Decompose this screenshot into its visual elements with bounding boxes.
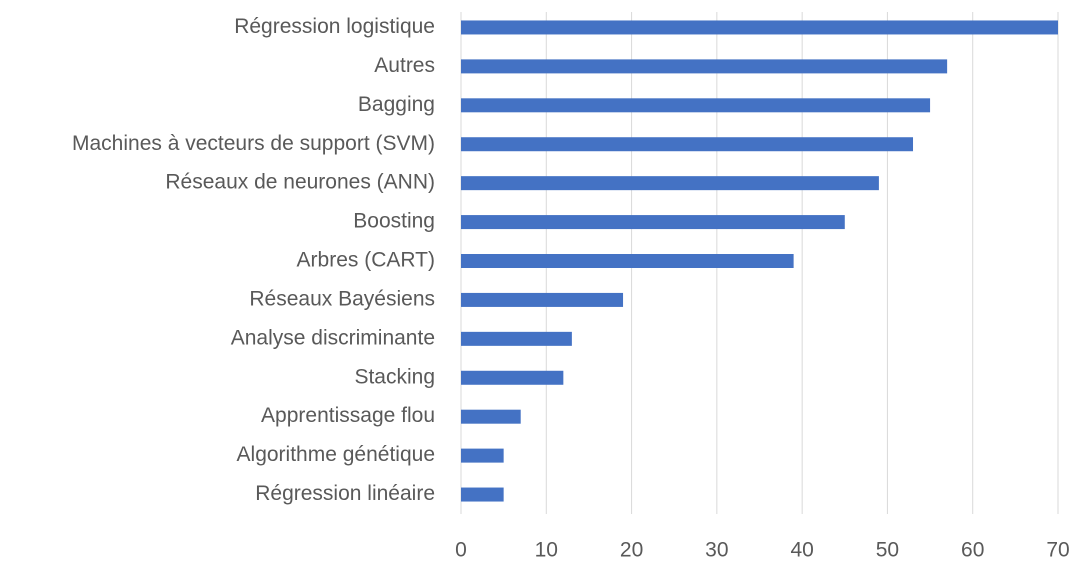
y-tick-label: Machines à vecteurs de support (SVM) <box>72 132 435 155</box>
y-tick-label: Réseaux de neurones (ANN) <box>165 171 435 194</box>
bar <box>461 448 504 463</box>
x-tick-label: 30 <box>705 539 728 562</box>
y-tick-label: Autres <box>374 54 435 77</box>
bar <box>461 370 564 385</box>
bar <box>461 487 504 502</box>
bar <box>461 98 931 113</box>
bar <box>461 176 879 191</box>
y-tick-label: Apprentissage flou <box>261 404 435 427</box>
bar <box>461 254 794 268</box>
x-tick-label: 20 <box>620 539 643 562</box>
bar <box>461 20 1058 35</box>
y-tick-label: Réseaux Bayésiens <box>249 287 435 310</box>
x-tick-label: 10 <box>535 539 558 562</box>
bar <box>461 292 624 307</box>
bar <box>461 331 572 346</box>
y-tick-label: Bagging <box>358 93 435 116</box>
y-tick-label: Boosting <box>353 210 435 233</box>
y-tick-label: Algorithme génétique <box>237 443 435 466</box>
x-tick-label: 60 <box>961 539 984 562</box>
bar <box>461 215 845 230</box>
bar <box>461 137 914 152</box>
bar <box>461 409 521 424</box>
x-tick-label: 0 <box>455 539 467 562</box>
bar <box>461 59 948 74</box>
y-tick-label: Régression logistique <box>234 15 435 38</box>
y-tick-label: Arbres (CART) <box>297 249 435 272</box>
y-tick-label: Régression linéaire <box>255 482 435 505</box>
x-tick-label: 40 <box>790 539 813 562</box>
y-tick-label: Analyse discriminante <box>231 326 435 349</box>
x-tick-label: 50 <box>876 539 899 562</box>
y-tick-label: Stacking <box>354 365 435 388</box>
x-tick-label: 70 <box>1046 539 1069 562</box>
